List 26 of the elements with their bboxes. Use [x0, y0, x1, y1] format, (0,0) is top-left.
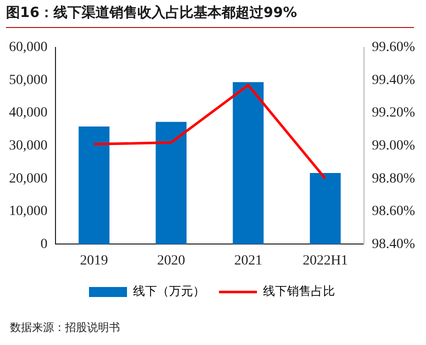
legend-label: 线下（万元）	[133, 284, 205, 298]
bar	[78, 126, 110, 244]
y-tick-label: 30,000	[9, 138, 48, 154]
y2-tick-label: 99.00%	[372, 138, 416, 154]
y-tick-label: 50,000	[9, 72, 48, 88]
y2-tick-label: 99.60%	[372, 40, 416, 56]
y2-tick-label: 99.20%	[372, 106, 416, 121]
bar	[310, 173, 341, 244]
chart-title: 图16：线下渠道销售收入占比基本都超过99%	[6, 4, 414, 28]
x-tick-label: 2020	[157, 253, 186, 268]
bar	[156, 122, 187, 244]
x-tick-label: 2019	[80, 253, 108, 268]
y-tick-label: 60,000	[9, 40, 48, 56]
x-tick-label: 2022H1	[302, 253, 348, 268]
y-tick-label: 40,000	[9, 106, 48, 121]
y-tick-label: 20,000	[9, 171, 48, 186]
legend-label: 线下销售占比	[263, 284, 335, 298]
x-tick-label: 2021	[234, 253, 262, 268]
y2-tick-label: 98.60%	[372, 204, 416, 220]
y-tick-label: 10,000	[9, 204, 48, 220]
y2-tick-label: 98.80%	[372, 171, 416, 186]
y-tick-label: 0	[40, 236, 48, 252]
source-note: 数据来源：招股说明书	[10, 320, 120, 335]
bar	[232, 82, 264, 244]
y2-tick-label: 99.40%	[372, 72, 416, 88]
y2-tick-label: 98.40%	[372, 236, 416, 252]
